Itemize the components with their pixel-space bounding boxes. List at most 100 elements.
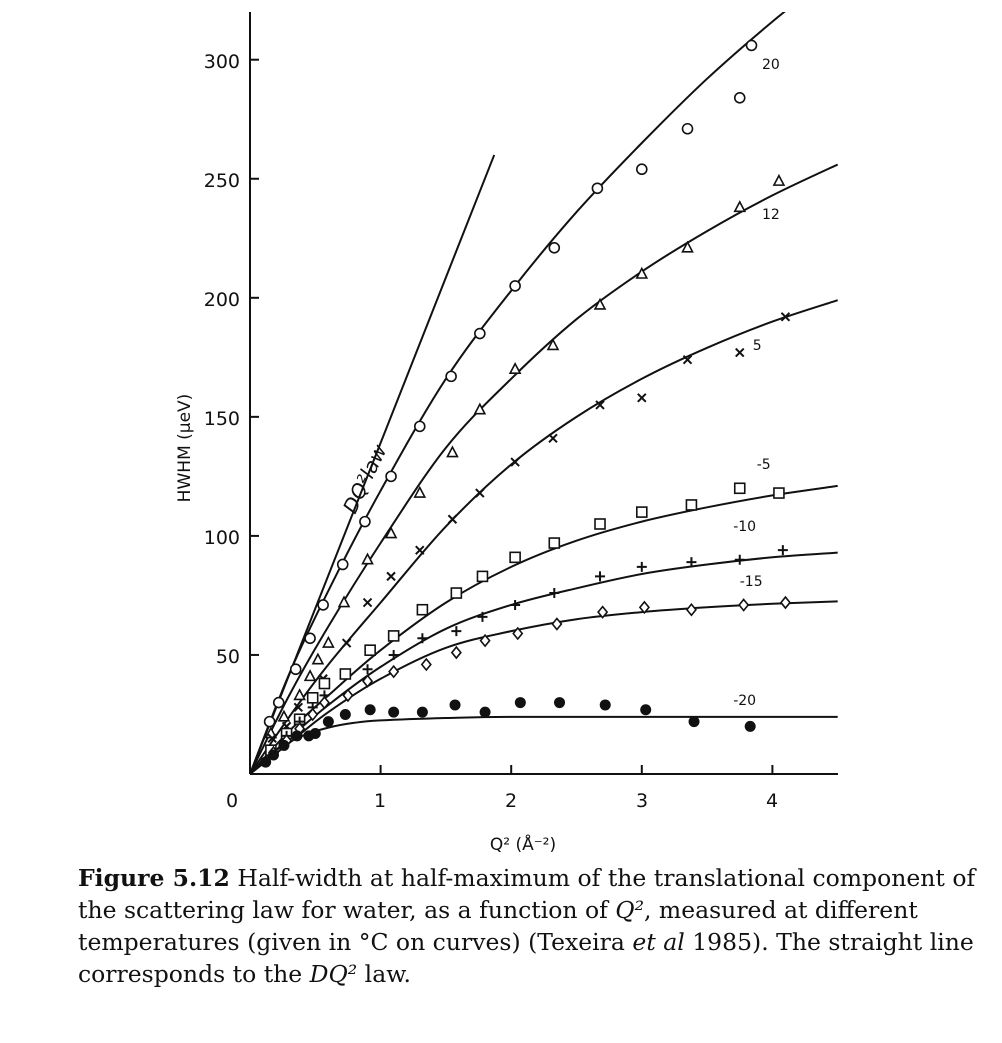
point--5 [387,630,400,642]
point-20 [745,39,758,52]
caption-text: , measured at different temperatures (gi… [78,896,918,956]
x-tick-label: 0 [226,790,238,812]
caption-text: 1985). The straight line corresponds to … [78,928,974,988]
point-12 [635,266,649,279]
point-20 [272,696,285,709]
point-5 [293,702,304,713]
curve-labels: 20 12 5 -5 -10 -15 -20 [733,57,780,709]
point--15 [318,695,330,710]
point--5 [509,551,521,564]
point-20 [263,715,276,728]
point--5 [476,570,489,583]
y-axis-title: HWHM (µeV) [175,394,195,503]
point--15 [420,657,432,672]
fit-curve-20 [250,12,786,774]
point-12 [681,240,694,253]
point-5 [341,638,352,648]
point-20 [413,420,426,433]
point-20 [509,280,521,292]
curve-label-12: 12 [762,207,780,223]
point--20 [688,716,700,728]
point--5 [339,668,352,680]
point-12 [322,635,335,648]
point-12 [446,445,459,458]
x-tick-label: 4 [766,790,778,812]
point--20 [744,720,756,732]
x-tick-label: 2 [505,790,517,812]
point-20 [474,327,486,340]
point-12 [473,402,487,415]
point-12 [733,200,747,213]
point--20 [514,697,526,709]
point-12 [508,362,522,375]
dq2-law-label: DQ²law [338,440,392,517]
caption-dq2: DQ² [309,960,358,988]
point-12 [311,652,325,665]
point-5 [415,545,425,555]
y-tick-label: 200 [204,289,240,311]
axis-ticks [250,58,774,774]
point--10 [451,626,462,637]
point--15 [342,688,354,703]
curve-label-5: 5 [753,338,762,354]
x-tick-label: 1 [374,790,386,812]
point-20 [385,470,397,483]
point--20 [268,749,280,761]
point--5 [548,537,561,549]
point-5 [780,312,791,322]
caption-et-al: et al [632,928,685,956]
caption-q2: Q² [615,896,644,924]
point--10 [388,649,399,660]
point-20 [591,182,604,195]
point--15 [638,600,650,615]
point-5 [637,393,647,403]
point--5 [450,587,463,599]
point-5 [447,514,458,524]
point-12 [303,669,317,682]
curve-label--20: -20 [733,693,756,709]
fit-curve-5 [250,299,838,774]
point-20 [289,663,302,676]
point--15 [388,664,400,679]
point--20 [599,699,611,711]
point-20 [548,241,561,254]
y-tick-label: 300 [204,51,240,73]
point--20 [291,730,303,742]
data-points [260,39,791,768]
point--10 [734,554,745,565]
point--15 [779,595,791,610]
point--20 [260,756,272,768]
point-20 [304,632,316,645]
point--20 [479,706,491,718]
point--15 [307,707,319,722]
y-tick-label: 250 [204,170,240,192]
curve-label--5: -5 [757,457,771,473]
point--10 [636,561,647,572]
point-5 [386,571,396,582]
y-tick-label: 150 [204,408,240,430]
point-20 [359,515,371,528]
point-20 [317,599,329,611]
point--20 [554,697,566,709]
fit-curve-12 [250,163,838,774]
point-5 [510,457,520,467]
curve-label--15: -15 [740,574,763,590]
point--15 [512,626,524,641]
point-12 [593,297,607,310]
point-12 [772,173,786,186]
caption-text: Half-width at half-maximum of the transl… [78,864,976,924]
point-12 [546,338,560,351]
point-12 [277,709,291,722]
x-tick-label: 3 [636,790,648,812]
point--5 [306,692,319,704]
point-5 [548,433,558,443]
point--15 [450,645,462,660]
point--20 [640,704,652,716]
point-20 [445,370,457,383]
point--5 [594,518,606,530]
point-20 [336,558,349,571]
point-12 [337,595,351,608]
point--5 [364,644,376,656]
hwhm-chart: 0 1 2 3 4 50 100 150 200 250 300 Q² (Å⁻²… [175,12,838,855]
point--15 [479,633,491,648]
